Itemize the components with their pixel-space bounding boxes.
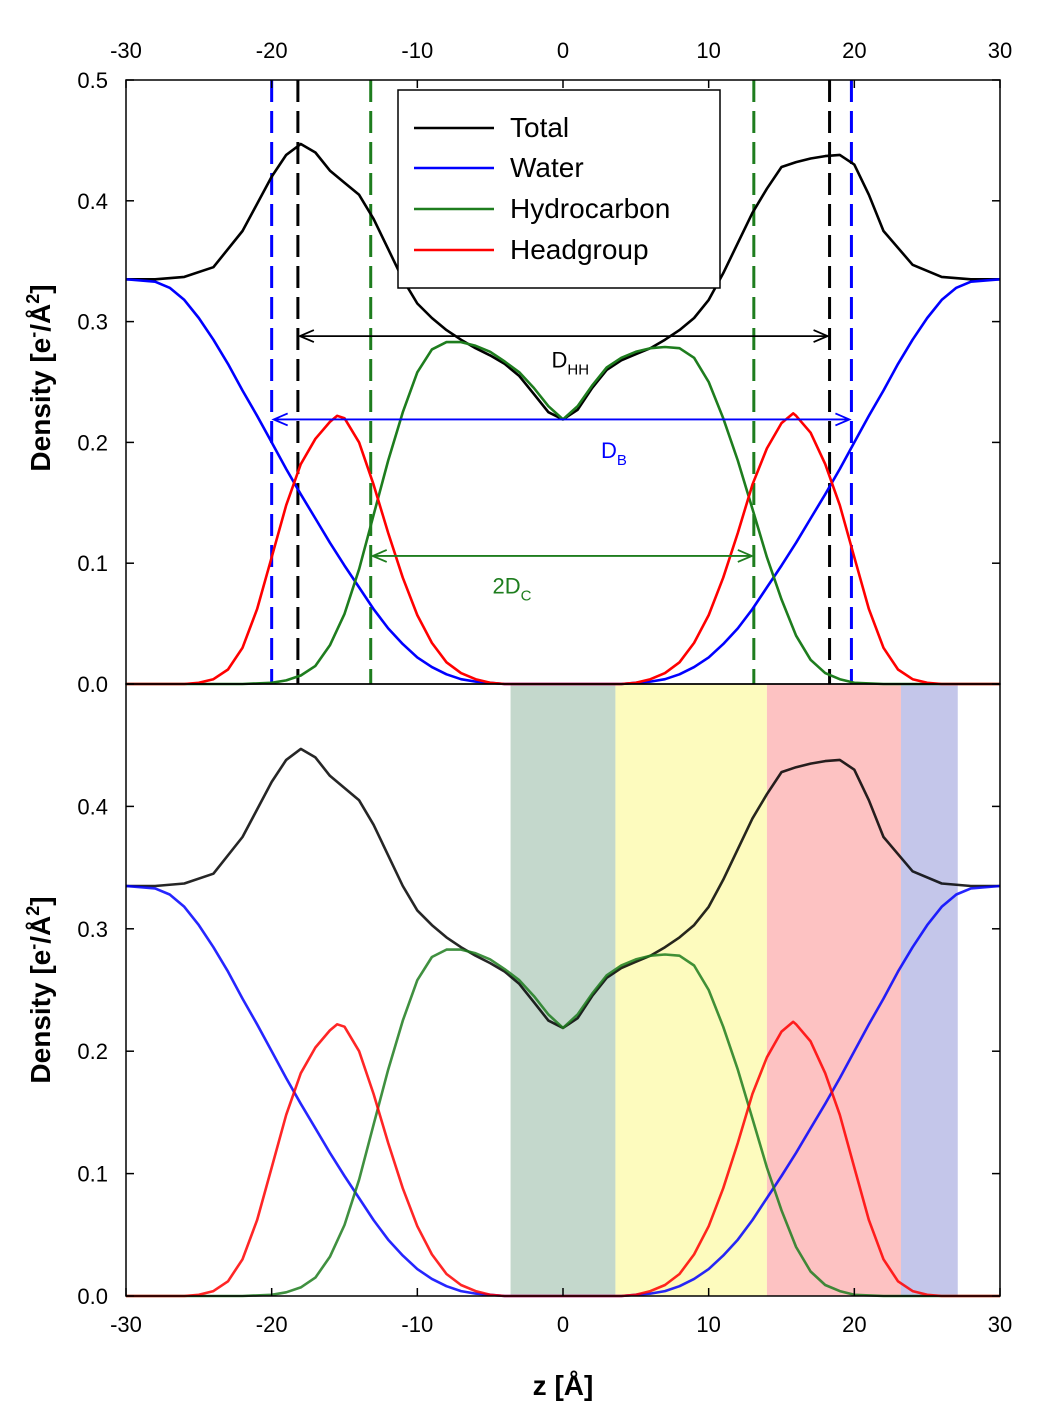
top-y-tick-label: 0.1 (77, 551, 108, 576)
top-series-water (125, 278, 1001, 686)
bottom-region-bands (510, 684, 958, 1296)
annotation-arrowhead-right-1 (835, 412, 852, 427)
axis-tick-labels: -30 -20 -10 0 10 20 30 -30 -20 -10 0 10 20 30 0.0 0.1 0.… (77, 38, 1012, 1337)
top-x-tick-label: -10 (401, 38, 433, 63)
top-y-tick-label: 0.4 (77, 189, 108, 214)
top-y-tick-label: 0.3 (77, 310, 108, 335)
bottom-y-axis-title: Density [e-/Å2] (23, 896, 56, 1083)
top-y-tick-label: 0.2 (77, 430, 108, 455)
top-distance-annotations: DHH DB 2DC (271, 329, 852, 604)
top-x-tick-label: -20 (256, 38, 288, 63)
bottom-series-total (126, 747, 1000, 1030)
bottom-y-tick-label: 0.0 (77, 1284, 108, 1309)
legend-label-water: Water (510, 152, 584, 183)
bottom-x-tick-label: 10 (696, 1312, 720, 1337)
annotation-arrowhead-right-0 (813, 329, 830, 343)
top-series-headgroup (126, 412, 1000, 686)
bottom-x-tick-label: -30 (110, 1312, 142, 1337)
annotation-arrowhead-left-1 (271, 412, 289, 427)
region-band-3 (900, 684, 958, 1296)
top-y-tick-label: 0.0 (77, 672, 108, 697)
bottom-x-tick-label: 20 (842, 1312, 866, 1337)
legend-label-total: Total (510, 112, 569, 143)
legend-label-headgroup: Headgroup (510, 234, 649, 265)
annotation-arrowhead-right-2 (737, 549, 755, 563)
bottom-y-tick-label: 0.3 (77, 917, 108, 942)
legend: Total Water Hydrocarbon Headgroup (397, 89, 721, 289)
bottom-series-hydrocarbon (126, 948, 1000, 1298)
top-x-tick-label: 0 (557, 38, 569, 63)
x-axis-title: z [Å] (533, 1370, 594, 1401)
annotation-label-0: DHH (552, 348, 590, 379)
bottom-x-tick-label: 30 (988, 1312, 1012, 1337)
bottom-x-tick-label: 0 (557, 1312, 569, 1337)
bottom-y-tick-label: 0.4 (77, 794, 108, 819)
legend-box (397, 89, 721, 289)
annotation-label-2: 2DC (493, 573, 532, 604)
top-series-hydrocarbon (126, 340, 1000, 686)
annotation-label-1: DB (601, 438, 627, 469)
top-y-tick-label: 0.5 (77, 68, 108, 93)
top-series-total (126, 142, 1000, 421)
bottom-y-tick-label: 0.2 (77, 1039, 108, 1064)
region-band-0 (510, 684, 616, 1296)
legend-label-hydrocarbon: Hydrocarbon (510, 193, 670, 224)
top-x-tick-label: -30 (110, 38, 142, 63)
top-x-tick-label: 30 (988, 38, 1012, 63)
region-band-1 (615, 684, 767, 1296)
bottom-x-tick-label: -20 (256, 1312, 288, 1337)
top-x-tick-label: 20 (842, 38, 866, 63)
annotation-arrowhead-left-0 (297, 329, 315, 343)
bottom-y-tick-label: 0.1 (77, 1162, 108, 1187)
top-x-tick-label: 10 (696, 38, 720, 63)
top-dashed-boundary-lines (270, 80, 853, 684)
axis-ticks (125, 79, 1001, 1297)
annotation-arrowhead-left-2 (370, 549, 388, 563)
region-band-2 (766, 684, 901, 1296)
top-y-axis-title: Density [e-/Å2] (23, 284, 56, 471)
bottom-x-tick-label: -10 (401, 1312, 433, 1337)
